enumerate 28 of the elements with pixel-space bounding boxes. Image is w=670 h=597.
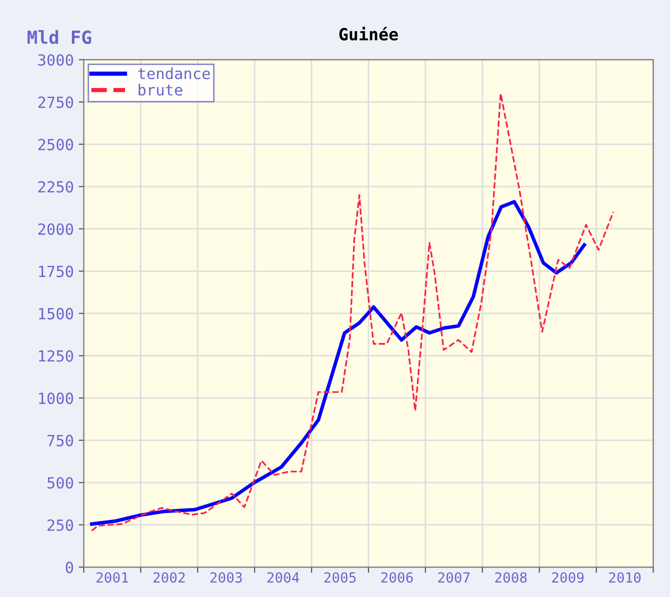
y-axis-title: Mld FG <box>28 30 92 44</box>
y-tick-label: 2250 <box>38 181 74 193</box>
x-tick-label: 2001 <box>96 572 128 583</box>
x-tick-label: 2007 <box>438 572 470 583</box>
chart-title: Guinée <box>339 26 398 40</box>
x-tick-label: 2004 <box>267 572 300 583</box>
y-tick-label: 2000 <box>38 223 74 235</box>
y-tick-label: 1750 <box>39 266 74 278</box>
y-tick-label: 250 <box>48 519 74 531</box>
legend-label: tendance <box>138 67 210 80</box>
y-tick-label: 500 <box>48 477 74 489</box>
y-tick-label: 0 <box>66 562 74 574</box>
y-tick-label: 1000 <box>39 392 74 404</box>
y-tick-label: 1500 <box>39 308 74 320</box>
x-tick-label: 2006 <box>381 572 413 583</box>
x-tick-label: 2008 <box>495 572 527 583</box>
y-tick-label: 3000 <box>38 54 74 66</box>
legend-label: brute <box>138 84 182 96</box>
x-tick-label: 2002 <box>153 572 185 583</box>
x-tick-label: 2005 <box>324 572 356 583</box>
y-tick-label: 1250 <box>39 350 74 362</box>
y-tick-label: 750 <box>47 434 74 446</box>
y-tick-label: 2750 <box>38 96 74 108</box>
x-tick-label: 2003 <box>210 572 242 583</box>
x-tick-label: 2009 <box>552 572 584 583</box>
y-tick-label: 2500 <box>38 138 74 150</box>
x-tick-label: 2010 <box>609 572 641 583</box>
line-series <box>90 200 586 526</box>
